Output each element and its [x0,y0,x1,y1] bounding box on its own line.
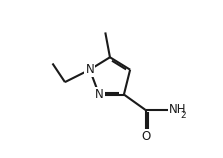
Text: 2: 2 [180,110,186,119]
Text: N: N [95,88,103,101]
Text: NH: NH [169,103,186,116]
Text: N: N [85,63,94,76]
Text: O: O [141,130,150,143]
